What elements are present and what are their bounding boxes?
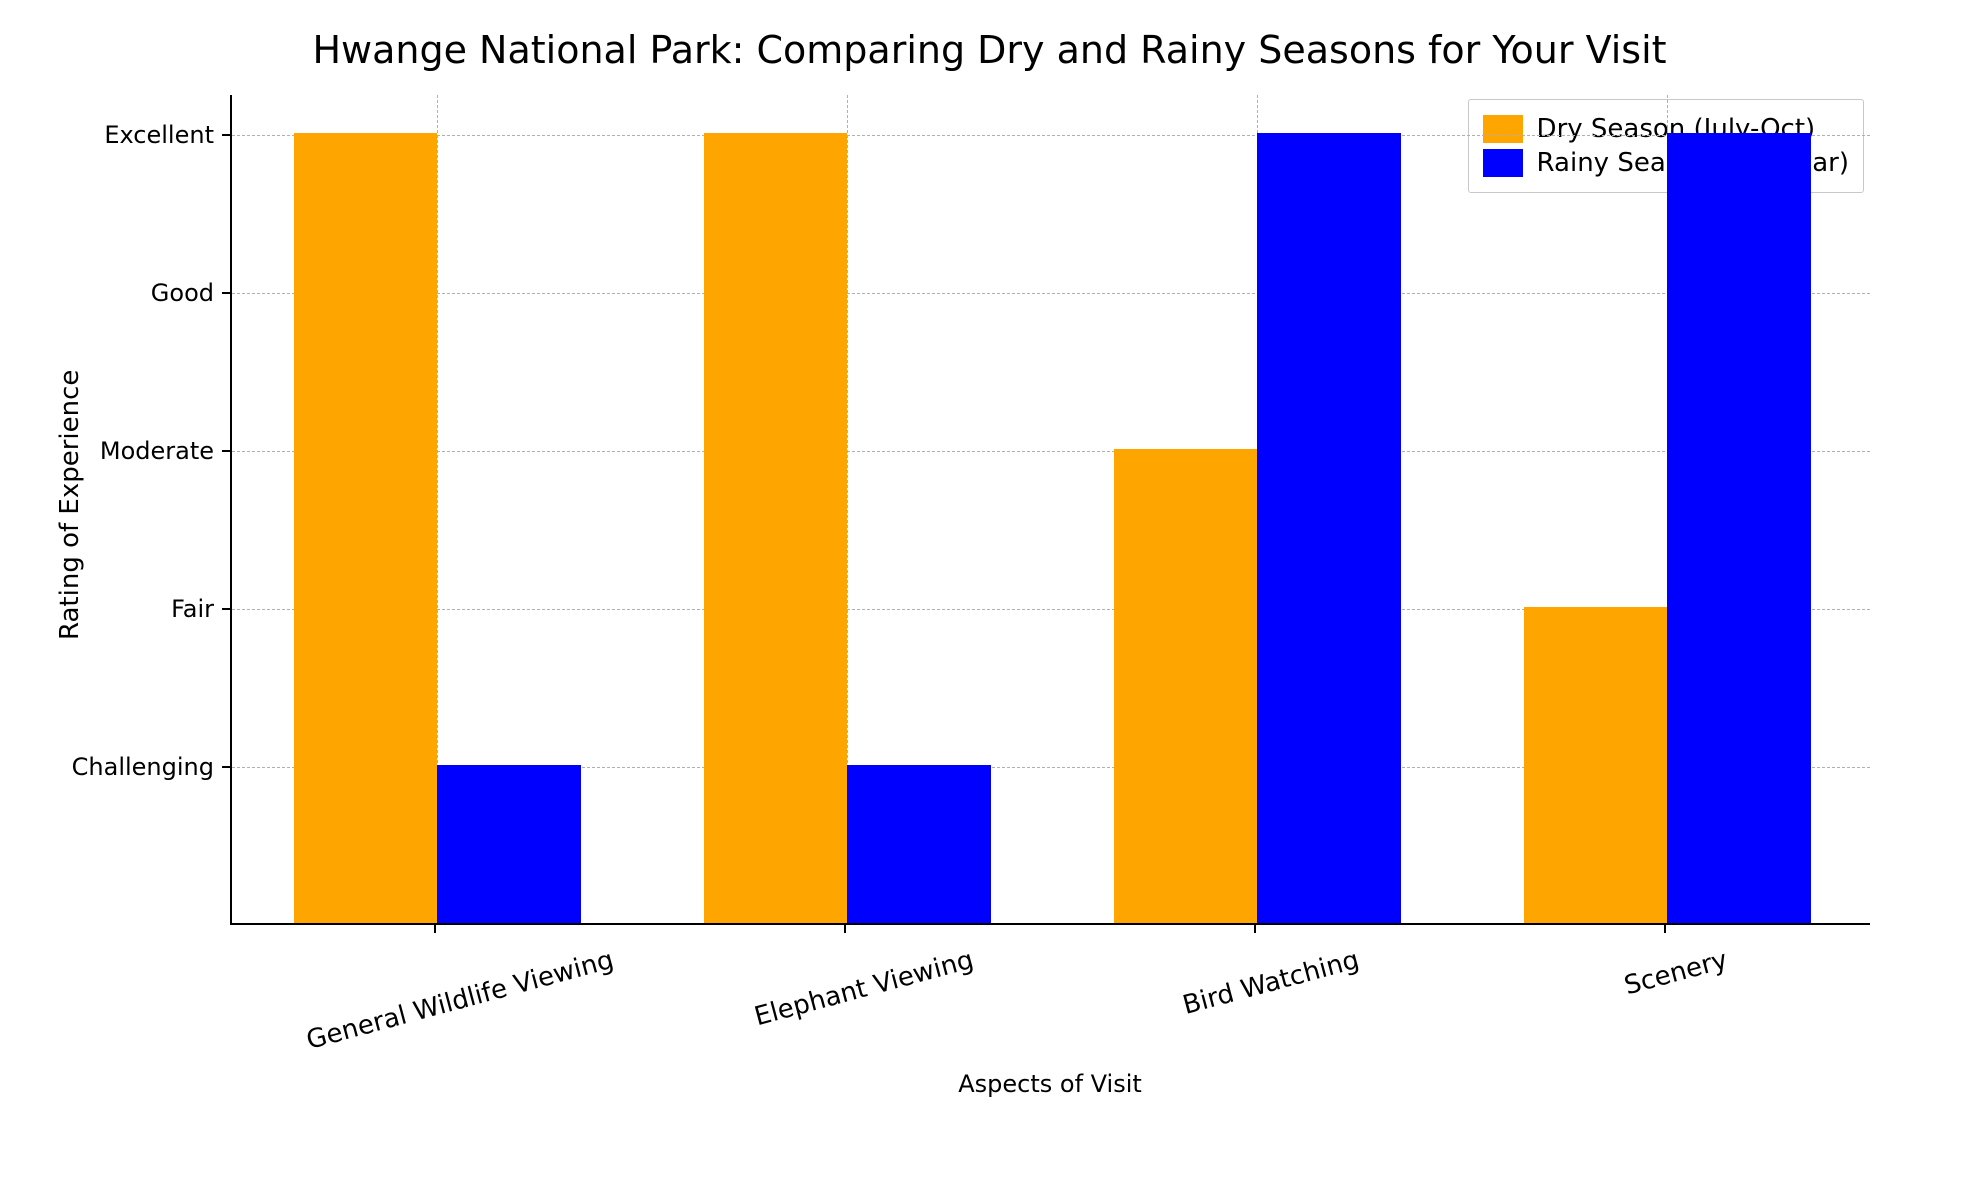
x-axis-label: Aspects of Visit xyxy=(230,1070,1870,1098)
bar xyxy=(437,765,581,923)
bar xyxy=(294,133,438,923)
y-tick-mark xyxy=(222,608,230,610)
chart-title: Hwange National Park: Comparing Dry and … xyxy=(0,28,1979,72)
y-tick-label: Challenging xyxy=(0,753,214,781)
bar xyxy=(704,133,848,923)
x-tick-label: General Wildlife Viewing xyxy=(303,945,617,1056)
y-tick-mark xyxy=(222,134,230,136)
x-tick-mark xyxy=(1664,925,1666,933)
y-tick-label: Excellent xyxy=(0,121,214,149)
y-tick-mark xyxy=(222,766,230,768)
y-gridline xyxy=(232,293,1870,294)
legend-swatch xyxy=(1483,149,1523,177)
bar xyxy=(1524,607,1668,923)
y-tick-mark xyxy=(222,292,230,294)
chart-canvas: Hwange National Park: Comparing Dry and … xyxy=(0,0,1979,1180)
y-gridline xyxy=(232,451,1870,452)
bar xyxy=(847,765,991,923)
bar xyxy=(1114,449,1258,923)
x-tick-mark xyxy=(844,925,846,933)
bar xyxy=(1257,133,1401,923)
x-tick-label: Elephant Viewing xyxy=(751,945,976,1032)
y-tick-label: Moderate xyxy=(0,437,214,465)
x-tick-mark xyxy=(1254,925,1256,933)
x-tick-mark xyxy=(434,925,436,933)
x-tick-label: Scenery xyxy=(1621,945,1731,1001)
bar xyxy=(1667,133,1811,923)
y-tick-label: Fair xyxy=(0,595,214,623)
legend-swatch xyxy=(1483,115,1523,143)
plot-area: Dry Season (July-Oct)Rainy Season (Dec-M… xyxy=(230,95,1870,925)
x-tick-label: Bird Watching xyxy=(1180,945,1363,1021)
y-tick-label: Good xyxy=(0,279,214,307)
y-tick-mark xyxy=(222,450,230,452)
y-gridline xyxy=(232,135,1870,136)
